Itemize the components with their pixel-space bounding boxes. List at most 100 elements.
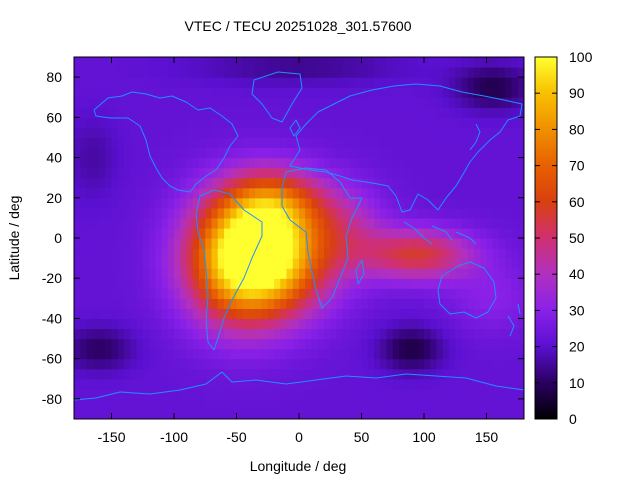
coast-new-zealand bbox=[507, 303, 521, 337]
heat-cell bbox=[442, 147, 450, 159]
heat-cell bbox=[155, 97, 163, 108]
heat-cell bbox=[436, 137, 444, 149]
heat-cell bbox=[486, 217, 494, 229]
heat-cell bbox=[74, 408, 81, 419]
heat-cell bbox=[105, 147, 113, 159]
heat-cell bbox=[324, 107, 331, 118]
heat-cell bbox=[374, 268, 381, 279]
heat-cell bbox=[324, 278, 331, 289]
heat-cell bbox=[424, 388, 431, 400]
heat-cell bbox=[492, 318, 500, 330]
heat-cell bbox=[474, 77, 481, 88]
heat-cell bbox=[411, 97, 419, 108]
heat-cell bbox=[174, 338, 181, 350]
heat-cell bbox=[230, 157, 238, 169]
heat-cell bbox=[511, 127, 519, 139]
heat-cell bbox=[267, 207, 275, 219]
heat-cell bbox=[455, 348, 463, 360]
heat-cell bbox=[355, 207, 363, 219]
heat-cell bbox=[517, 278, 524, 289]
heat-cell bbox=[217, 278, 225, 289]
heat-cell bbox=[480, 147, 488, 159]
heat-cell bbox=[230, 288, 238, 299]
heat-cell bbox=[505, 187, 513, 199]
heat-cell bbox=[517, 67, 524, 78]
heat-cell bbox=[242, 177, 250, 189]
heat-cell bbox=[205, 398, 213, 410]
heat-cell bbox=[99, 87, 106, 98]
heat-cell bbox=[286, 278, 294, 289]
heat-cell bbox=[449, 388, 456, 400]
heat-cell bbox=[480, 338, 488, 350]
heat-cell bbox=[230, 67, 238, 78]
heat-cell bbox=[274, 358, 281, 370]
heat-cell bbox=[367, 358, 375, 370]
heat-cell bbox=[367, 187, 375, 199]
heat-cell bbox=[192, 258, 200, 269]
heat-cell bbox=[380, 187, 388, 199]
heat-cell bbox=[511, 217, 519, 229]
heat-cell bbox=[280, 278, 288, 289]
heat-cell bbox=[305, 177, 313, 189]
heat-cell bbox=[86, 137, 94, 149]
heat-cell bbox=[317, 177, 325, 189]
heat-cell bbox=[255, 207, 263, 219]
heat-cell bbox=[361, 77, 369, 88]
heat-cell bbox=[255, 298, 263, 309]
heat-cell bbox=[230, 227, 238, 239]
heat-cell bbox=[449, 57, 456, 68]
heat-cell bbox=[417, 207, 425, 219]
heat-cell bbox=[167, 388, 175, 400]
heat-cell bbox=[349, 177, 356, 189]
heat-cell bbox=[80, 328, 88, 340]
heat-cell bbox=[292, 338, 300, 350]
heat-cell bbox=[455, 87, 463, 98]
heat-cell bbox=[86, 238, 94, 249]
heat-cell bbox=[199, 408, 206, 419]
heat-cell bbox=[311, 388, 319, 400]
heat-cell bbox=[336, 117, 344, 128]
heat-cell bbox=[355, 288, 363, 299]
heat-cell bbox=[261, 167, 269, 179]
heat-cell bbox=[286, 358, 294, 370]
heat-cell bbox=[342, 127, 350, 139]
heat-cell bbox=[411, 157, 419, 169]
heat-cell bbox=[292, 408, 300, 419]
heat-cell bbox=[305, 388, 313, 400]
y-tick-label: 60 bbox=[46, 109, 62, 125]
heat-cell bbox=[317, 398, 325, 410]
heat-cell bbox=[230, 207, 238, 219]
heat-cell bbox=[211, 137, 219, 149]
heat-cell bbox=[161, 187, 169, 199]
heat-cell bbox=[74, 227, 81, 239]
heat-cell bbox=[242, 378, 250, 390]
heat-cell bbox=[386, 288, 394, 299]
heat-cell bbox=[149, 167, 156, 179]
heat-cell bbox=[280, 207, 288, 219]
heat-cell bbox=[411, 378, 419, 390]
heat-cell bbox=[449, 177, 456, 189]
heat-cell bbox=[274, 117, 281, 128]
heat-cell bbox=[505, 107, 513, 118]
heat-cell bbox=[355, 187, 363, 199]
heat-cell bbox=[236, 338, 244, 350]
heat-cell bbox=[492, 107, 500, 118]
heat-cell bbox=[274, 197, 281, 209]
heat-cell bbox=[80, 137, 88, 149]
heat-cell bbox=[305, 318, 313, 330]
heat-cell bbox=[261, 87, 269, 98]
heat-cell bbox=[436, 197, 444, 209]
heat-cell bbox=[230, 57, 238, 68]
heat-cell bbox=[149, 177, 156, 189]
heat-cell bbox=[392, 97, 400, 108]
heat-cell bbox=[292, 318, 300, 330]
heat-cell bbox=[417, 127, 425, 139]
heat-cell bbox=[474, 378, 481, 390]
heat-cell bbox=[505, 127, 513, 139]
heat-cell bbox=[217, 137, 225, 149]
heat-cell bbox=[311, 187, 319, 199]
heat-cell bbox=[180, 67, 188, 78]
heat-cell bbox=[224, 167, 231, 179]
heat-cell bbox=[99, 268, 106, 279]
heat-cell bbox=[230, 328, 238, 340]
